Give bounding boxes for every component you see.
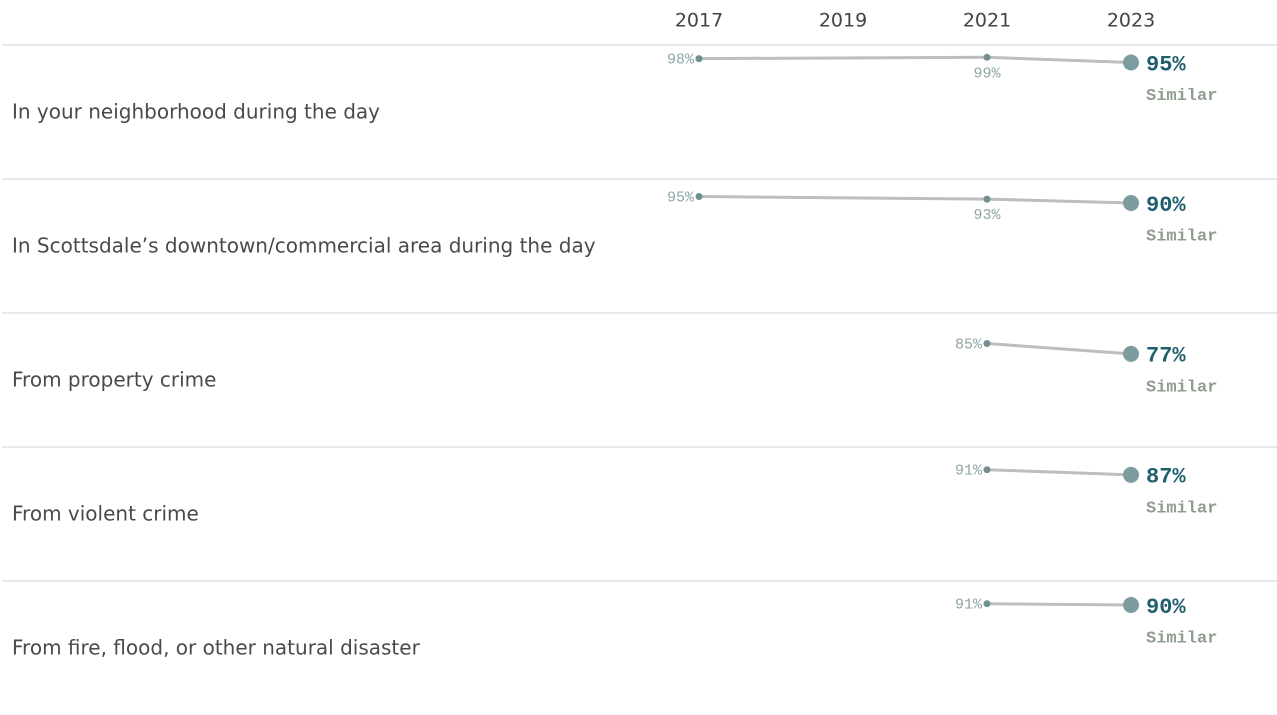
row-label: In your neighborhood during the day: [12, 100, 380, 124]
value-label: 91%: [955, 463, 983, 480]
trend-line: [986, 602, 1132, 607]
status-label: Similar: [1146, 227, 1217, 246]
x-tick-label: 2021: [963, 10, 1011, 32]
data-point: [983, 195, 991, 203]
status-label: Similar: [1146, 87, 1217, 106]
data-point: [695, 193, 703, 200]
x-tick-label: 2017: [675, 10, 723, 32]
latest-value-label: 90%: [1146, 193, 1186, 218]
trend-line: [698, 195, 1132, 205]
value-label: 95%: [667, 189, 695, 206]
status-label: Similar: [1146, 629, 1217, 648]
data-point: [695, 55, 703, 63]
data-point: [1123, 345, 1139, 362]
value-label: 93%: [973, 207, 1001, 224]
data-point: [983, 600, 991, 608]
data-point: [1123, 466, 1139, 483]
row-label: From violent crime: [12, 502, 199, 526]
latest-value-label: 77%: [1146, 344, 1186, 369]
data-point: [983, 340, 991, 347]
data-point: [983, 466, 991, 474]
data-point: [1123, 195, 1139, 211]
trend-line: [986, 468, 1132, 477]
value-label: 99%: [973, 65, 1001, 82]
value-label: 98%: [667, 52, 695, 69]
data-point: [1123, 597, 1139, 613]
value-label: 91%: [955, 597, 983, 614]
trend-line: [698, 55, 1132, 64]
value-label: 85%: [955, 336, 983, 353]
latest-value-label: 95%: [1146, 52, 1186, 77]
row-label: From property crime: [12, 368, 216, 392]
row-label: In Scottsdale’s downtown/commercial area…: [12, 234, 596, 258]
data-point: [1123, 54, 1139, 71]
trend-line: [986, 342, 1132, 356]
data-point: [983, 53, 991, 61]
x-tick-label: 2023: [1107, 10, 1155, 32]
x-tick-label: 2019: [819, 10, 867, 32]
latest-value-label: 87%: [1146, 465, 1186, 490]
status-label: Similar: [1146, 378, 1217, 397]
latest-value-label: 90%: [1146, 595, 1186, 620]
status-label: Similar: [1146, 499, 1217, 518]
row-label: From fire, flood, or other natural disas…: [12, 636, 421, 660]
